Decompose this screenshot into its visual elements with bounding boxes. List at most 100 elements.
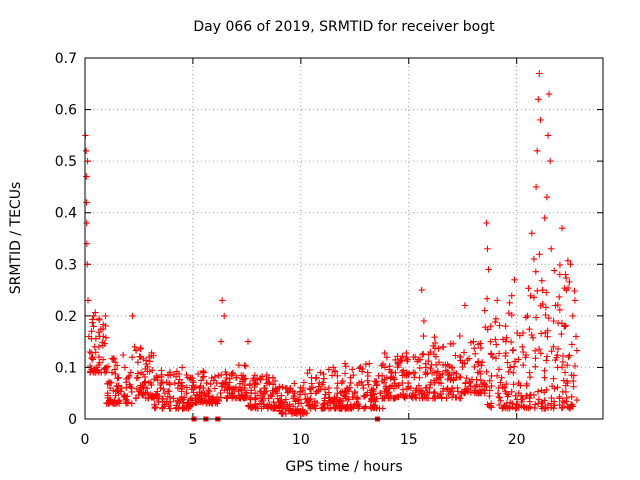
data-point: [471, 384, 479, 392]
data-point: [170, 371, 178, 378]
data-point: [285, 407, 292, 414]
data-point: [238, 391, 245, 398]
data-point: [527, 403, 534, 411]
data-point: [541, 397, 548, 404]
data-point: [241, 362, 248, 369]
data-point: [559, 358, 567, 366]
data-point: [325, 384, 333, 392]
data-point: [175, 380, 182, 387]
data-point: [345, 388, 353, 395]
data-point: [532, 355, 539, 362]
data-point: [571, 362, 579, 370]
data-point: [542, 304, 549, 311]
data-point: [471, 363, 478, 370]
data-point: [457, 395, 464, 402]
data-point: [505, 310, 512, 317]
data-point: [269, 387, 276, 394]
data-point: [516, 332, 523, 339]
data-point: [560, 323, 568, 330]
data-point: [473, 376, 480, 383]
data-point: [211, 385, 219, 392]
data-point: [571, 287, 578, 295]
data-point: [536, 70, 543, 77]
data-point: [463, 375, 470, 382]
data-point: [539, 286, 546, 294]
data-point: [546, 157, 554, 165]
data-point: [128, 384, 135, 392]
data-point: [196, 392, 203, 400]
data-point: [527, 391, 535, 399]
data-point: [387, 394, 395, 402]
data-point: [538, 277, 545, 284]
data-point: [196, 398, 204, 406]
data-point: [144, 390, 151, 397]
data-point: [218, 297, 226, 304]
data-point: [537, 350, 544, 357]
data-point: [501, 384, 508, 391]
data-point: [538, 405, 546, 412]
data-point: [92, 349, 99, 356]
data-point: [187, 374, 194, 381]
data-point: [132, 347, 140, 354]
data-point: [235, 362, 243, 369]
x-tick-label: 20: [508, 432, 526, 448]
data-point: [350, 393, 357, 401]
data-point: [381, 349, 388, 357]
data-point: [568, 341, 575, 348]
data-point: [419, 351, 426, 358]
data-point: [495, 366, 503, 373]
x-tick-label: 0: [81, 432, 90, 448]
data-point: [537, 330, 545, 337]
data-point: [461, 302, 469, 309]
data-point: [566, 405, 574, 412]
data-point: [550, 317, 557, 325]
y-tick-label: 0.5: [55, 154, 77, 170]
data-point: [229, 390, 236, 398]
data-point: [88, 355, 95, 362]
data-point: [488, 372, 495, 380]
data-point: [244, 402, 252, 409]
data-point: [256, 400, 263, 407]
data-point: [556, 261, 564, 269]
data-point: [357, 363, 364, 371]
data-point: [486, 377, 493, 384]
data-point: [403, 349, 410, 357]
data-point: [92, 309, 99, 316]
data-point: [563, 286, 570, 294]
data-point: [327, 397, 334, 405]
data-point: [422, 371, 429, 378]
data-point: [259, 393, 266, 401]
data-point: [567, 261, 574, 268]
data-point: [154, 374, 161, 381]
data-point: [548, 245, 555, 252]
data-point: [299, 384, 307, 392]
data-point: [170, 395, 177, 402]
data-point: [423, 384, 430, 391]
data-point: [392, 369, 399, 376]
data-point: [336, 398, 343, 405]
data-point: [304, 370, 311, 377]
data-point: [326, 394, 333, 401]
data-point: [440, 343, 447, 350]
data-point: [172, 405, 180, 412]
data-point: [543, 289, 550, 296]
data-point: [180, 396, 187, 403]
data-point: [221, 312, 228, 320]
data-point: [106, 379, 113, 387]
data-point: [154, 388, 161, 395]
data-point: [181, 404, 188, 412]
data-point: [260, 384, 268, 392]
data-point: [115, 382, 122, 389]
data-point: [299, 406, 306, 413]
data-point: [366, 360, 373, 367]
data-point: [550, 375, 557, 382]
data-point: [386, 366, 393, 373]
data-point: [407, 384, 415, 392]
data-point: [412, 353, 419, 361]
data-point: [421, 394, 428, 401]
data-point: [161, 390, 169, 397]
data-point: [342, 363, 349, 370]
data-point: [442, 361, 449, 368]
y-tick-label: 0.3: [55, 257, 77, 273]
data-point: [104, 390, 111, 397]
